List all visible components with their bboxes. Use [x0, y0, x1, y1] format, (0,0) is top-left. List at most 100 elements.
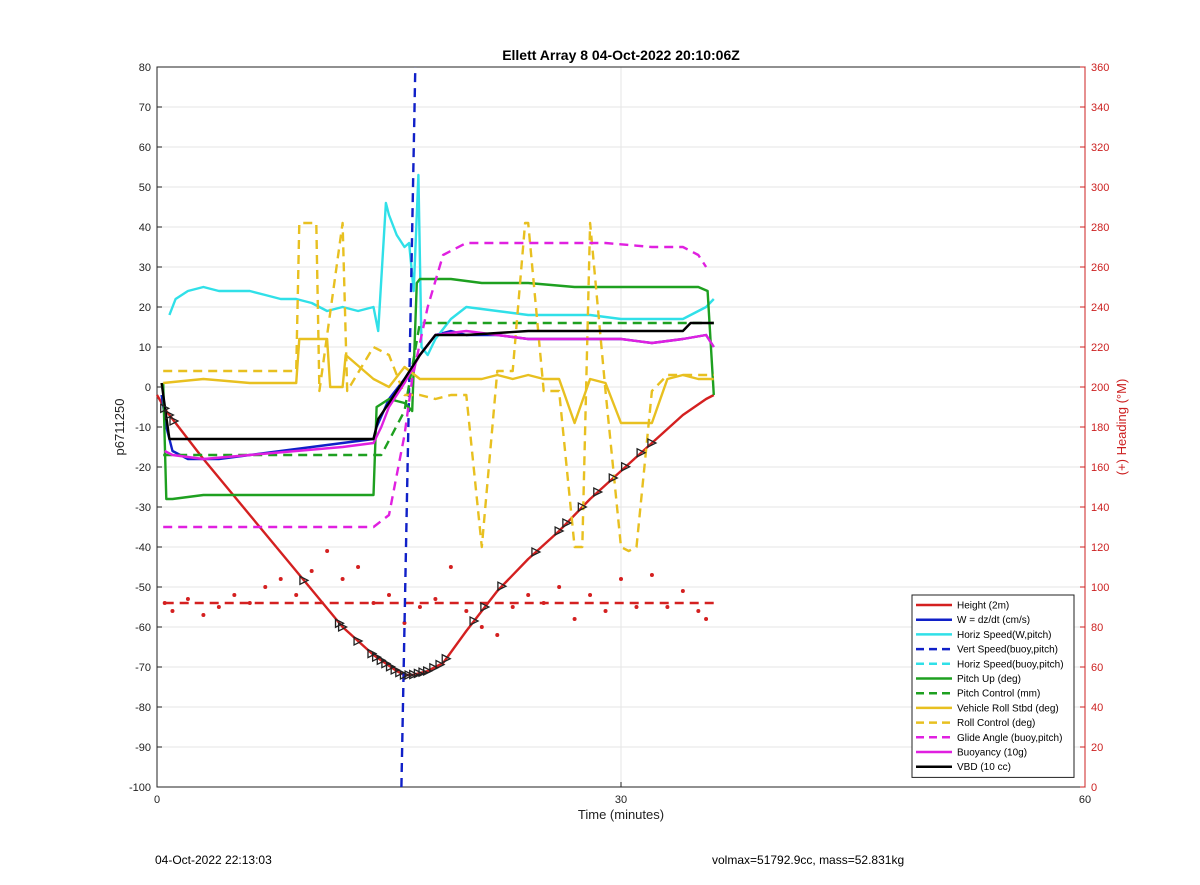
- x-axis-label: Time (minutes): [578, 807, 664, 822]
- series-line-vert-speed-buoy-pitch: [400, 66, 417, 788]
- heading-point: [557, 585, 562, 589]
- y-tick-label-left: -60: [135, 622, 151, 634]
- legend-label: Buoyancy (10g): [957, 748, 1027, 759]
- y-tick-label-right: 260: [1091, 262, 1109, 274]
- legend-label: Roll Control (deg): [957, 718, 1035, 729]
- y-tick-label-left: 10: [139, 342, 151, 354]
- legend-label: Pitch Control (mm): [957, 689, 1040, 700]
- y-tick-label-right: 180: [1091, 422, 1109, 434]
- heading-point: [170, 609, 175, 613]
- y-tick-label-left: 60: [139, 142, 151, 154]
- heading-point: [201, 613, 206, 617]
- y-tick-label-right: 0: [1091, 782, 1097, 794]
- height-marker: [531, 546, 542, 558]
- y-tick-label-left: -90: [135, 742, 151, 754]
- heading-point: [325, 549, 330, 553]
- height-marker: [337, 621, 349, 633]
- heading-point: [371, 601, 376, 605]
- y-tick-label-right: 140: [1091, 502, 1109, 514]
- y-tick-label-right: 300: [1091, 182, 1109, 194]
- series-layer: [155, 66, 715, 788]
- height-marker: [435, 659, 446, 670]
- height-marker: [423, 665, 434, 677]
- heading-point: [680, 589, 685, 593]
- heading-point: [495, 633, 500, 637]
- y-tick-label-right: 60: [1091, 662, 1103, 674]
- height-marker: [562, 517, 573, 529]
- series-line-vbd-10-cc: [160, 321, 714, 441]
- heading-point: [619, 577, 623, 581]
- y-tick-label-right: 40: [1091, 702, 1103, 714]
- y-tick-label-right: 360: [1091, 62, 1109, 74]
- height-marker: [441, 653, 452, 664]
- series-line-height-2m: [155, 393, 715, 677]
- y-tick-label-left: -70: [135, 662, 151, 674]
- y-tick-label-right: 240: [1091, 302, 1109, 314]
- heading-point: [704, 617, 709, 621]
- heading-point: [448, 565, 453, 569]
- legend: Height (2m) W = dz/dt (cm/s) Horiz Speed(W…: [911, 594, 1075, 778]
- y-tick-label-right: 100: [1091, 582, 1109, 594]
- y-tick-label-left: -80: [135, 702, 151, 714]
- x-tick-label: 0: [154, 794, 160, 806]
- heading-point: [263, 585, 268, 589]
- x-tick-label: 30: [615, 794, 627, 806]
- legend-label: Vert Speed(buoy,pitch): [957, 645, 1058, 656]
- y-tick-label-right: 80: [1091, 622, 1103, 634]
- legend-label: Horiz Speed(W,pitch): [957, 630, 1051, 641]
- axes-layer: 80706050403020100-10-20-30-40-50-60-70-8…: [129, 62, 1109, 806]
- height-marker: [429, 662, 440, 673]
- heading-point: [185, 597, 190, 601]
- height-marker: [554, 525, 565, 537]
- y-axis-label-left: p6711250: [112, 399, 127, 456]
- legend-box: [911, 594, 1075, 778]
- heading-point: [588, 593, 593, 597]
- height-marker: [577, 501, 588, 513]
- height-marker: [636, 447, 647, 458]
- y-tick-label-right: 220: [1091, 342, 1109, 354]
- y-tick-label-left: 50: [139, 182, 151, 194]
- x-tick-label: 60: [1079, 794, 1091, 806]
- y-tick-label-left: 30: [139, 262, 151, 274]
- y-tick-label-right: 20: [1091, 742, 1103, 754]
- y-tick-label-right: 280: [1091, 222, 1109, 234]
- y-tick-label-left: 40: [139, 222, 151, 234]
- legend-label: VBD (10 cc): [957, 762, 1011, 773]
- height-marker: [299, 575, 310, 586]
- legend-label: Horiz Speed(buoy,pitch): [957, 659, 1064, 670]
- height-marker: [608, 472, 619, 484]
- heading-point: [387, 593, 391, 597]
- heading-point: [603, 609, 608, 613]
- heading-point: [649, 573, 654, 577]
- y-tick-label-left: 80: [139, 62, 151, 74]
- y-tick-label-left: -10: [135, 422, 151, 434]
- y-tick-label-left: -50: [135, 582, 151, 594]
- y-axis-label-right: (+) Heading (°M): [1114, 379, 1129, 476]
- height-marker: [353, 635, 364, 647]
- height-marker: [469, 615, 480, 627]
- footer-volmax-mass: volmax=51792.9cc, mass=52.831kg: [712, 853, 905, 867]
- series-line-horiz-speed-w-pitch: [168, 173, 715, 357]
- legend-label: Height (2m): [957, 601, 1009, 612]
- series-line-pitch-up-deg: [162, 277, 715, 501]
- height-marker: [620, 461, 632, 472]
- series-line-roll-control-deg: [163, 221, 714, 553]
- y-tick-label-right: 160: [1091, 462, 1109, 474]
- y-tick-label-left: -40: [135, 542, 151, 554]
- y-tick-label-left: 20: [139, 302, 151, 314]
- legend-label: Glide Angle (buoy,pitch): [957, 733, 1062, 744]
- heading-point: [417, 605, 422, 609]
- legend-label: Pitch Up (deg): [957, 674, 1021, 685]
- series-line-vehicle-roll-stbd-deg: [163, 337, 714, 425]
- height-marker: [480, 601, 491, 613]
- y-tick-label-right: 200: [1091, 382, 1109, 394]
- y-tick-label-left: -20: [135, 462, 151, 474]
- heading-point: [696, 609, 701, 613]
- series-line-pitch-control-mm: [163, 321, 714, 457]
- height-marker: [593, 486, 604, 498]
- heading-point: [572, 617, 577, 621]
- heading-point: [216, 605, 221, 609]
- y-tick-label-left: -100: [129, 782, 151, 794]
- footer-timestamp: 04-Oct-2022 22:13:03: [155, 853, 272, 867]
